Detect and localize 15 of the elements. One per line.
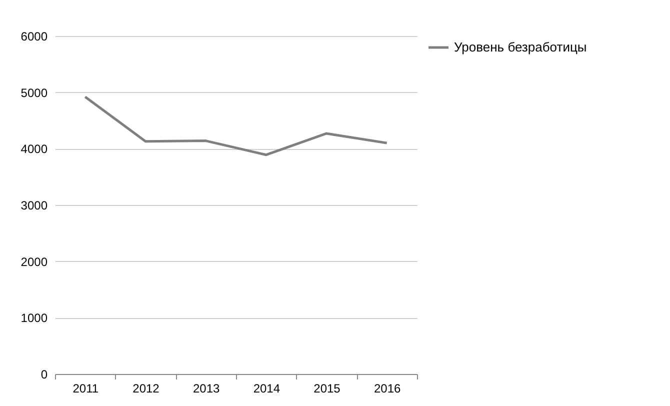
y-tick-label: 0 bbox=[40, 368, 48, 382]
x-tick-label: 2014 bbox=[253, 382, 280, 396]
y-tick-label: 3000 bbox=[20, 198, 48, 212]
x-tick-label: 2015 bbox=[314, 382, 341, 396]
y-tick-label: 2000 bbox=[20, 254, 48, 269]
x-tick-label: 2016 bbox=[374, 382, 402, 396]
line-series bbox=[84, 96, 388, 156]
y-tick-label: 4000 bbox=[20, 142, 48, 156]
y-tick-label: 1000 bbox=[20, 311, 48, 326]
x-tick-label: 2011 bbox=[72, 382, 99, 396]
y-tick-label: 6000 bbox=[20, 30, 48, 44]
y-tick-label: 5000 bbox=[20, 86, 48, 100]
x-tick-label: 2013 bbox=[192, 382, 220, 396]
legend-label: Уровень безработицы bbox=[454, 40, 587, 54]
x-tick-label: 2012 bbox=[132, 382, 160, 396]
